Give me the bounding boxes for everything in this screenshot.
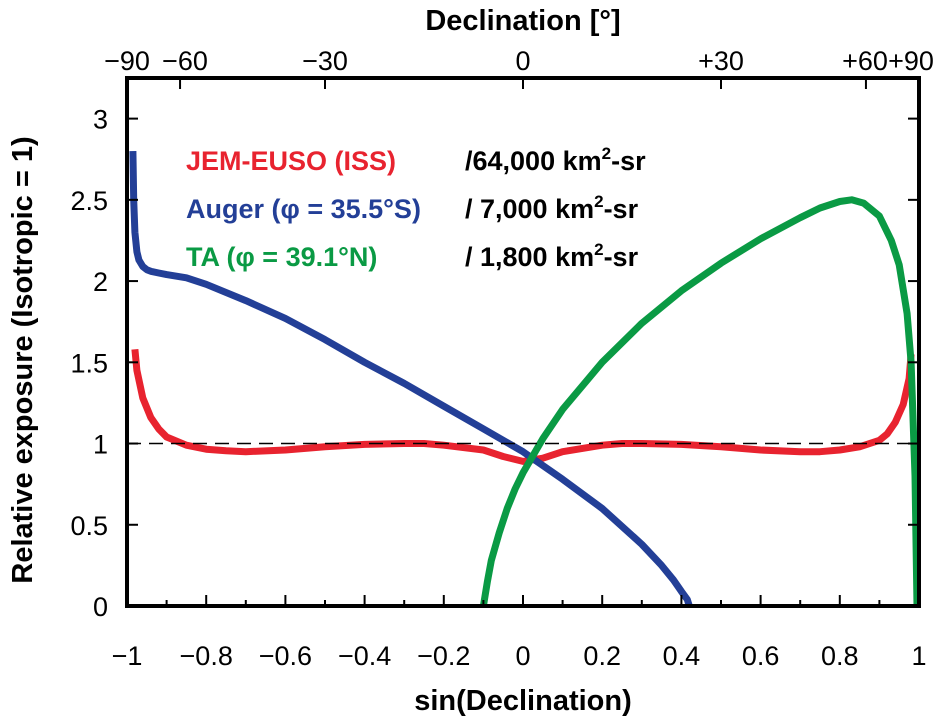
- x-tick-label: −0.6: [259, 641, 312, 671]
- y-tick-label: 0: [93, 592, 108, 622]
- y-axis-title: Relative exposure (Isotropic = 1): [7, 136, 39, 583]
- x-tick-label: 0: [515, 641, 530, 671]
- y-tick-label: 0.5: [70, 511, 108, 541]
- x-tick-label: 1: [911, 641, 926, 671]
- legend-area-3: / 1,800 km2-sr: [465, 240, 639, 272]
- x2-tick-label: −60: [162, 46, 208, 76]
- x-tick-label: 0.8: [821, 641, 859, 671]
- plot-frame: [125, 76, 921, 608]
- legend-entry-1: JEM-EUSO (ISS): [186, 146, 396, 176]
- x2-tick-label: +90: [888, 46, 934, 76]
- x-axis-title: sin(Declination): [414, 685, 632, 717]
- y-tick-label: 2.5: [70, 186, 108, 216]
- legend: JEM-EUSO (ISS) /64,000 km2-sr Auger (φ = 3…: [186, 144, 646, 272]
- series-line-1: [131, 348, 915, 465]
- x-tick-label: 0.6: [742, 641, 780, 671]
- x-tick-label: −0.4: [338, 641, 391, 671]
- legend-entry-2: Auger (φ = 35.5°S): [186, 194, 421, 224]
- x2-tick-label: −90: [104, 46, 150, 76]
- y-tick-label: 3: [93, 105, 108, 135]
- x2-tick-label: +60: [842, 46, 888, 76]
- legend-entry-3: TA (φ = 39.1°N): [186, 242, 377, 272]
- legend-area-1: /64,000 km2-sr: [465, 144, 646, 176]
- x-tick-label: 0.4: [663, 641, 701, 671]
- x2-tick-label: −30: [302, 46, 348, 76]
- y-tick-label: 1: [93, 430, 108, 460]
- x-tick-label: −1: [112, 641, 143, 671]
- y-tick-label: 2: [93, 267, 108, 297]
- x2-tick-label: +30: [698, 46, 744, 76]
- x-tick-label: 0.2: [583, 641, 621, 671]
- series-line-3: [479, 196, 919, 606]
- legend-area-2: / 7,000 km2-sr: [465, 192, 639, 224]
- x2-axis-title: Declination [°]: [425, 5, 620, 37]
- tick-layer: −1 −0.8 −0.6 −0.4 −0.2 0 0.2 0.4 0.6 0.8 1 0 0.5 1 1.5…: [70, 46, 933, 671]
- series-line-2: [129, 151, 693, 606]
- x-tick-label: −0.8: [180, 641, 233, 671]
- x2-tick-label: 0: [515, 46, 530, 76]
- series-layer: [129, 151, 919, 606]
- y-tick-label: 1.5: [70, 348, 108, 378]
- x-tick-label: −0.2: [417, 641, 470, 671]
